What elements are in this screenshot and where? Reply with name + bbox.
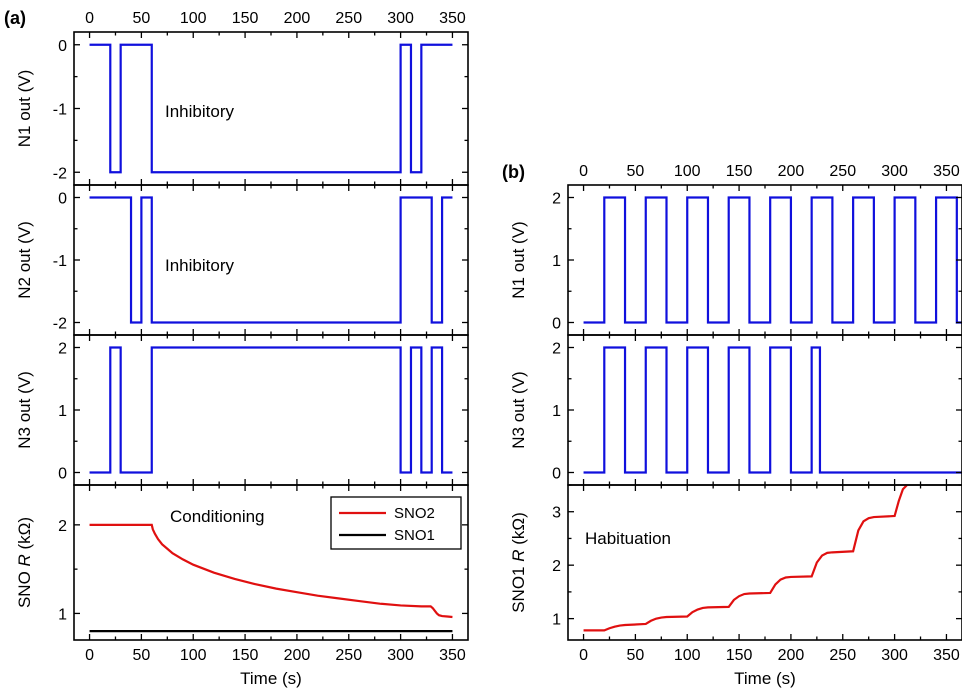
x-axis-title: Time (s) [240, 669, 302, 688]
chart-a2: -2 -1 0 N2 out (V) Inhibitory [15, 184, 469, 336]
x-tick-label: 50 [626, 647, 644, 664]
series-a4-0 [89, 523, 453, 619]
series-b3-0 [583, 485, 908, 632]
plot-frame [73, 334, 469, 486]
y-axis-title: N1 out (V) [15, 70, 34, 147]
x-tick-label: 200 [284, 647, 311, 664]
x-tick-label-top: 100 [180, 10, 207, 27]
x-tick-label-top: 50 [626, 163, 644, 180]
annotation-inhibitory: Inhibitory [165, 102, 234, 121]
x-tick-label-top: 200 [284, 10, 311, 27]
chart-b1: 0 50 100 150 200 250 300 350 0 1 2 N1 out (V) [509, 163, 962, 336]
series-b1-0 [583, 196, 962, 324]
y-tick-label: 0 [552, 466, 561, 483]
y-axis-title-suffix: (kΩ) [15, 517, 34, 554]
y-tick-label: 2 [552, 191, 561, 208]
panel-label-b: (b) [502, 162, 525, 182]
y-axis-title: SNO1 R (kΩ) [509, 512, 528, 613]
y-tick-label: 0 [58, 191, 67, 208]
x-tick-label-top: 250 [335, 10, 362, 27]
annotation-inhibitory: Inhibitory [165, 256, 234, 275]
chart-a4: 0 50 100 150 200 250 300 350 1 2 SNO R (kΩ) Time (s… [15, 484, 469, 688]
x-tick-label-top: 250 [829, 163, 856, 180]
series-a2-0 [89, 196, 453, 324]
x-tick-label-top: 200 [778, 163, 805, 180]
y-tick-label: 2 [58, 341, 67, 358]
x-tick-label-top: 0 [85, 10, 94, 27]
x-axis-title: Time (s) [734, 669, 796, 688]
y-axis-title: SNO R (kΩ) [15, 517, 34, 608]
annotation-habituation: Habituation [585, 529, 671, 548]
x-tick-label-top: 350 [439, 10, 466, 27]
x-tick-label-top: 300 [881, 163, 908, 180]
x-tick-label: 250 [335, 647, 362, 664]
x-tick-label-top: 150 [232, 10, 259, 27]
y-axis-title: N2 out (V) [15, 221, 34, 298]
series-a1-0 [89, 43, 453, 174]
y-tick-label: 2 [58, 518, 67, 535]
y-tick-label: 1 [58, 403, 67, 420]
y-tick-label: 1 [552, 612, 561, 629]
y-tick-label: 1 [58, 606, 67, 623]
plot-frame [73, 31, 469, 186]
x-tick-label: 100 [674, 647, 701, 664]
y-tick-label: 0 [552, 316, 561, 333]
y-axis-title: N1 out (V) [509, 221, 528, 298]
x-tick-label: 300 [881, 647, 908, 664]
x-tick-label: 350 [439, 647, 466, 664]
chart-a3: 0 1 2 N3 out (V) [15, 334, 469, 486]
y-axis-title-suffix: (kΩ) [509, 512, 528, 549]
y-tick-label: 1 [552, 253, 561, 270]
chart-b2: 0 1 2 N3 out (V) [509, 334, 962, 486]
x-tick-label-top: 150 [726, 163, 753, 180]
x-tick-label: 250 [829, 647, 856, 664]
legend-label-sno2: SNO2 [394, 505, 435, 522]
y-tick-label: 2 [552, 341, 561, 358]
x-tick-label: 150 [232, 647, 259, 664]
y-tick-label: -2 [53, 316, 67, 333]
plot-frame [567, 484, 962, 641]
chart-a1: 0 50 100 150 200 250 300 350 -2 -1 0 N1 out (V) Inhi… [15, 10, 469, 186]
y-tick-label: 1 [552, 403, 561, 420]
x-tick-label: 200 [778, 647, 805, 664]
x-tick-label: 100 [180, 647, 207, 664]
annotation-conditioning: Conditioning [170, 507, 265, 526]
legend-box [330, 496, 462, 550]
x-tick-label-top: 350 [933, 163, 960, 180]
plot-frame [567, 334, 962, 486]
series-a3-0 [89, 346, 453, 474]
x-tick-label-top: 50 [132, 10, 150, 27]
x-tick-label: 150 [726, 647, 753, 664]
y-axis-title-italic: R [15, 554, 34, 566]
x-tick-label: 350 [933, 647, 960, 664]
chart-b3: 0 50 100 150 200 250 300 350 1 2 3 SNO1 R (kΩ) Time … [509, 484, 962, 688]
x-tick-label: 300 [387, 647, 414, 664]
y-tick-label: 0 [58, 38, 67, 55]
legend-label-sno1: SNO1 [394, 527, 435, 544]
y-axis-title: N3 out (V) [509, 371, 528, 448]
x-tick-label-top: 300 [387, 10, 414, 27]
y-tick-label: 2 [552, 558, 561, 575]
panel-label-a: (a) [4, 8, 26, 28]
x-tick-label-top: 100 [674, 163, 701, 180]
y-axis-title-italic: R [509, 549, 528, 561]
series-b2-0 [583, 346, 962, 474]
x-tick-label-top: 0 [579, 163, 588, 180]
y-tick-label: -1 [53, 253, 67, 270]
y-axis-title-prefix: SNO [15, 566, 34, 608]
x-tick-label: 50 [132, 647, 150, 664]
y-tick-label: -1 [53, 102, 67, 119]
x-tick-label: 0 [579, 647, 588, 664]
plot-frame [567, 184, 962, 336]
y-tick-label: 0 [58, 466, 67, 483]
x-tick-label: 0 [85, 647, 94, 664]
y-tick-label: 3 [552, 505, 561, 522]
y-tick-label: -2 [53, 165, 67, 182]
y-axis-title: N3 out (V) [15, 371, 34, 448]
plot-frame [73, 184, 469, 336]
y-axis-title-prefix: SNO1 [509, 562, 528, 613]
